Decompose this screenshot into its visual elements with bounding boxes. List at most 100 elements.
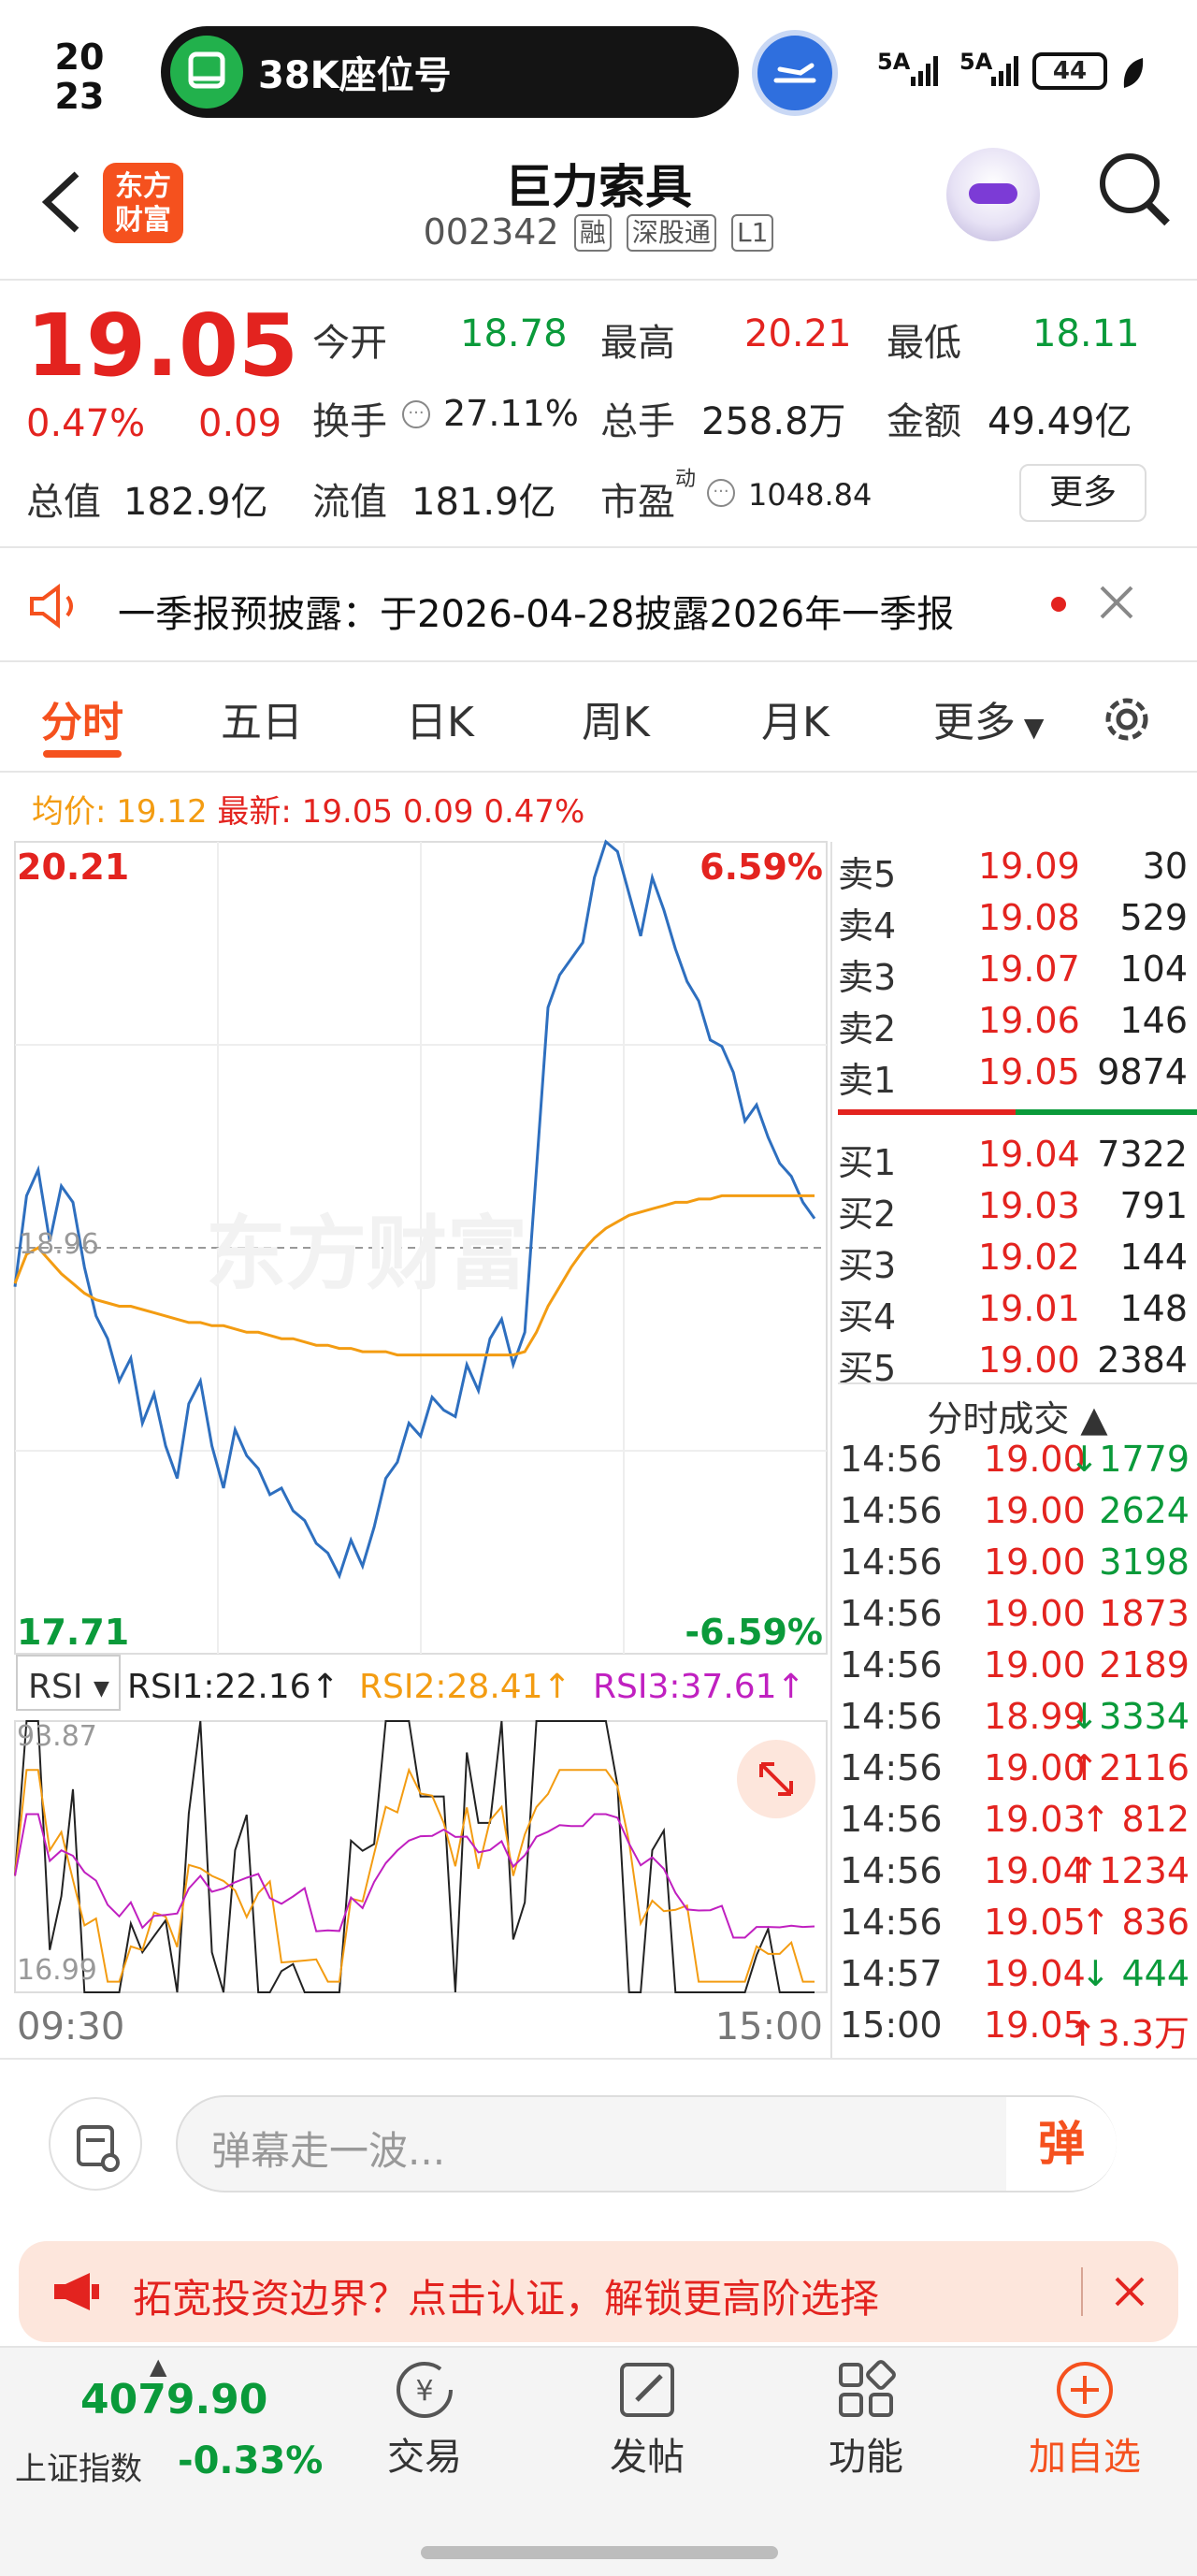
bid-level: 买2 bbox=[838, 1194, 897, 1235]
dynamic-island-pill[interactable] bbox=[161, 26, 739, 118]
rsi-plot-frame bbox=[14, 1720, 828, 1993]
bid-volume: 7322 bbox=[1097, 1134, 1188, 1175]
tab-daily-k[interactable]: 日K bbox=[406, 699, 474, 746]
bid-ask-ratio-bar bbox=[838, 1109, 1197, 1115]
tab-intraday[interactable]: 分时 bbox=[41, 699, 123, 746]
tick-time: 14:56 bbox=[840, 1747, 943, 1788]
flight-icon[interactable] bbox=[752, 30, 838, 116]
ask-row[interactable]: 卖4 19.08 529 bbox=[838, 893, 1197, 947]
more-quote-button[interactable]: 更多 bbox=[1019, 464, 1147, 522]
tick-row: 14:56 19.04 ↑1234 bbox=[838, 1846, 1197, 1898]
price-line bbox=[13, 839, 816, 1580]
tick-volume: ↓1779 bbox=[1069, 1439, 1190, 1480]
nav-add-watchlist[interactable]: 加自选 bbox=[1019, 2357, 1150, 2479]
pill-text: 38K座位号 bbox=[258, 54, 452, 97]
seat-icon bbox=[170, 36, 243, 109]
rsi-selector[interactable] bbox=[16, 1655, 121, 1711]
intraday-chart[interactable]: 东方财富 18.96 20.21 17.71 6.59% -6.59% RSI … bbox=[0, 832, 832, 2067]
comment-settings-icon[interactable] bbox=[49, 2097, 142, 2191]
promo-banner[interactable] bbox=[19, 2241, 1178, 2342]
chevron-up-icon[interactable]: ▲ bbox=[150, 2353, 167, 2380]
volume-label: 总手 bbox=[600, 400, 675, 443]
ask-row[interactable]: 卖5 19.09 30 bbox=[838, 842, 1197, 895]
bid-row[interactable]: 买2 19.03 791 bbox=[838, 1181, 1197, 1235]
home-indicator[interactable] bbox=[421, 2546, 778, 2559]
tick-row: 14:56 19.03 ↑ 812 bbox=[838, 1795, 1197, 1846]
info-icon[interactable]: ··· bbox=[707, 479, 735, 507]
nav-post[interactable]: 发帖 bbox=[582, 2357, 713, 2479]
bid-level: 买5 bbox=[838, 1348, 897, 1389]
tick-time: 14:56 bbox=[840, 1850, 943, 1891]
bid-row[interactable]: 买1 19.04 7322 bbox=[838, 1130, 1197, 1183]
close-icon[interactable] bbox=[1109, 2258, 1150, 2335]
ask-row[interactable]: 卖2 19.06 146 bbox=[838, 996, 1197, 1049]
tick-row: 14:56 19.00 2189 bbox=[838, 1641, 1197, 1692]
back-icon[interactable] bbox=[34, 165, 90, 252]
rsi-series bbox=[14, 1720, 815, 1993]
tick-price: 19.00 bbox=[984, 1541, 1086, 1583]
bullet-send-button[interactable]: 弹 bbox=[1006, 2097, 1117, 2191]
tick-price: 19.04 bbox=[984, 1953, 1086, 1994]
rsi2-label: RSI2:28.41↑ bbox=[359, 1668, 571, 1706]
rsi-selector-label: RSI bbox=[28, 1668, 82, 1706]
bid-volume: 791 bbox=[1119, 1185, 1188, 1226]
tick-row: 14:56 19.00 3198 bbox=[838, 1538, 1197, 1589]
close-icon[interactable] bbox=[1096, 574, 1137, 643]
divider bbox=[0, 660, 1197, 662]
gear-icon[interactable] bbox=[1098, 690, 1156, 748]
tab-weekly-k[interactable]: 周K bbox=[582, 699, 650, 746]
ask-row[interactable]: 卖3 19.07 104 bbox=[838, 945, 1197, 998]
ask-row[interactable]: 卖1 19.05 9874 bbox=[838, 1048, 1197, 1101]
bid-row[interactable]: 买3 19.02 144 bbox=[838, 1233, 1197, 1286]
tick-price: 19.00 bbox=[984, 1644, 1086, 1686]
tick-volume: ↑ 812 bbox=[1080, 1799, 1190, 1840]
tab-more[interactable]: 更多 ▼ bbox=[933, 699, 1045, 746]
amount-label: 金额 bbox=[887, 400, 961, 443]
promo-text[interactable]: 拓宽投资边界？点击认证，解锁更高阶选择 bbox=[133, 2276, 880, 2322]
bid-volume: 148 bbox=[1119, 1288, 1188, 1329]
tab-five-day[interactable]: 五日 bbox=[221, 699, 303, 746]
turnover-value: 27.11% bbox=[443, 393, 579, 434]
tick-time: 14:57 bbox=[840, 1953, 943, 1994]
tick-row: 15:00 19.05 ↑3.3万 bbox=[838, 2001, 1197, 2054]
index-name[interactable]: 上证指数 bbox=[15, 2451, 142, 2488]
bid-row[interactable]: 买5 19.00 2384 bbox=[838, 1336, 1197, 1389]
tab-monthly-k[interactable]: 月K bbox=[761, 699, 829, 746]
info-icon[interactable]: ··· bbox=[402, 400, 430, 428]
tick-volume: 3198 bbox=[1099, 1541, 1190, 1583]
tick-volume: ↑1234 bbox=[1069, 1850, 1190, 1891]
bid-volume: 2384 bbox=[1097, 1339, 1188, 1381]
eastmoney-logo: 东方 财富 bbox=[103, 163, 183, 243]
notice-text[interactable]: 一季报预披露：于2026-04-28披露2026年一季报 bbox=[118, 593, 955, 636]
tick-row: 14:56 19.00 1873 bbox=[838, 1589, 1197, 1641]
bullet-comment-input[interactable] bbox=[176, 2095, 1117, 2192]
ticks-title[interactable]: 分时成交 ▲ bbox=[927, 1398, 1108, 1440]
tick-volume: ↑3.3万 bbox=[1067, 2013, 1190, 2054]
tick-price: 19.05 bbox=[984, 2004, 1086, 2046]
avg-price-label: 均价: 19.12 bbox=[32, 793, 208, 831]
divider bbox=[838, 1382, 1197, 1384]
tick-row: 14:56 18.99 ↓3334 bbox=[838, 1692, 1197, 1744]
bid-row[interactable]: 买4 19.01 148 bbox=[838, 1284, 1197, 1338]
speaker-icon bbox=[28, 584, 82, 629]
high-label: 最高 bbox=[600, 322, 675, 365]
nav-trade[interactable]: ¥ 交易 bbox=[359, 2357, 490, 2479]
ask-level: 卖4 bbox=[838, 905, 897, 947]
tick-time: 14:56 bbox=[840, 1541, 943, 1583]
divider bbox=[0, 546, 1197, 548]
tick-volume: 2624 bbox=[1099, 1490, 1190, 1531]
tick-volume: ↓ 444 bbox=[1080, 1953, 1190, 1994]
plus-circle-icon bbox=[1052, 2357, 1118, 2423]
tick-volume: ↑2116 bbox=[1069, 1747, 1190, 1788]
ask-volume: 9874 bbox=[1097, 1051, 1188, 1093]
nav-functions[interactable]: 功能 bbox=[800, 2357, 931, 2479]
tick-time: 14:56 bbox=[840, 1644, 943, 1686]
signal-bars-icon bbox=[909, 51, 946, 92]
robot-assistant-icon[interactable] bbox=[946, 148, 1040, 241]
tick-price: 19.05 bbox=[984, 1902, 1086, 1943]
index-value[interactable]: 4079.90 bbox=[80, 2376, 268, 2424]
tick-volume: ↑ 836 bbox=[1080, 1902, 1190, 1943]
search-icon[interactable] bbox=[1100, 153, 1160, 213]
edit-icon bbox=[614, 2357, 680, 2423]
ask-level: 卖1 bbox=[838, 1060, 897, 1101]
